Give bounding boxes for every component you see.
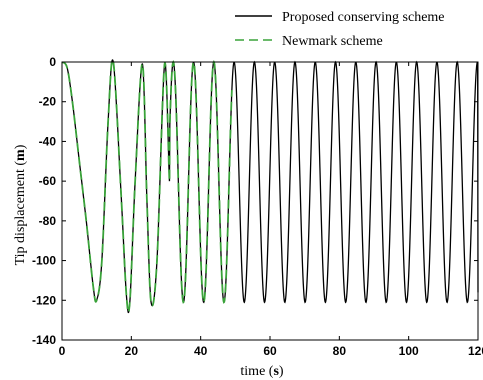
plot-lines	[61, 59, 479, 314]
y-tick-label: -140	[32, 333, 56, 347]
y-axis-title: Tip displacement (m)	[13, 144, 28, 265]
y-axis-ticks: 0 -20 -40 -60 -80 -100 -120 -140	[32, 55, 478, 347]
x-axis-title: time (s)	[240, 364, 284, 379]
plot-frame	[61, 61, 479, 341]
series-line-newmark	[61, 59, 233, 314]
y-tick-label: -120	[32, 293, 56, 307]
legend-label-proposed: Proposed conserving scheme	[282, 10, 445, 25]
x-tick-label: 80	[333, 344, 347, 358]
legend: Proposed conserving scheme Newmark schem…	[235, 10, 445, 49]
x-tick-label: 100	[399, 344, 419, 358]
y-tick-label: -40	[39, 134, 57, 148]
x-tick-label: 120	[468, 344, 483, 358]
y-tick-label: -100	[32, 254, 56, 268]
x-tick-label: 60	[263, 344, 277, 358]
y-tick-label: -60	[39, 174, 57, 188]
x-tick-label: 40	[194, 344, 208, 358]
x-axis-ticks: 0 20 40 60 80 100 120	[59, 62, 483, 358]
x-tick-label: 20	[125, 344, 139, 358]
legend-label-newmark: Newmark scheme	[282, 34, 383, 49]
y-tick-label: -80	[39, 214, 57, 228]
x-tick-label: 0	[59, 344, 66, 358]
y-tick-label: 0	[49, 55, 56, 69]
y-tick-label: -20	[39, 95, 57, 109]
